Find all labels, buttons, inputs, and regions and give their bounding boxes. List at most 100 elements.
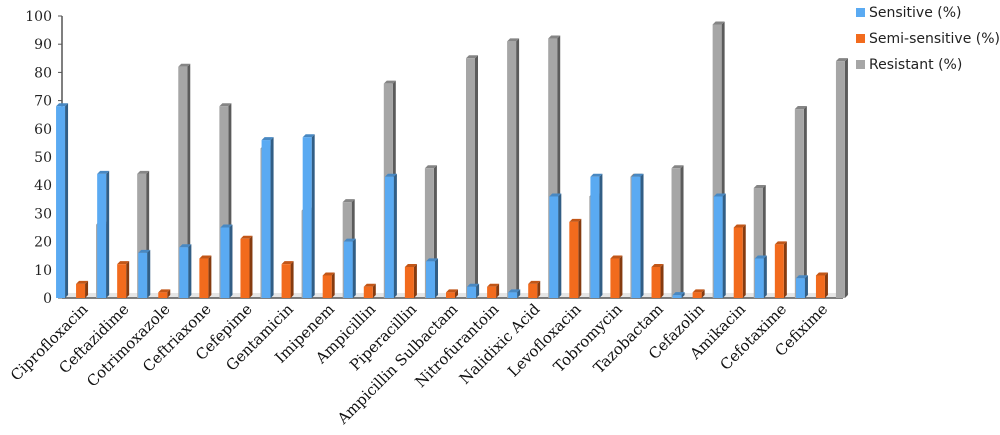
bar-side xyxy=(599,173,603,298)
bar xyxy=(178,63,191,299)
bar xyxy=(281,261,294,298)
bar-front xyxy=(712,24,722,299)
bar-side xyxy=(763,255,767,298)
bar xyxy=(774,241,787,298)
bar-side xyxy=(558,193,562,298)
bar-top xyxy=(610,255,623,259)
y-tick-label: 100 xyxy=(25,9,52,25)
bar xyxy=(610,255,623,298)
bar-side xyxy=(640,173,644,298)
bar-front xyxy=(507,41,517,298)
bar xyxy=(97,170,110,298)
bar-front xyxy=(795,278,805,298)
bar-top xyxy=(302,134,315,138)
bar xyxy=(569,218,582,298)
bar-front xyxy=(549,196,559,298)
bar xyxy=(507,38,520,298)
bar-side xyxy=(393,173,397,298)
bar xyxy=(631,173,644,298)
bar-side xyxy=(85,280,89,298)
bar-side xyxy=(824,272,828,298)
legend-swatch xyxy=(856,8,865,17)
bar-top xyxy=(363,283,376,287)
bar-front xyxy=(220,227,230,298)
y-tick-label: 40 xyxy=(34,178,52,194)
bar-side xyxy=(844,58,848,299)
bar-front xyxy=(404,266,414,298)
bar-front xyxy=(384,176,394,298)
bar-top xyxy=(487,283,500,287)
bar-side xyxy=(147,249,151,298)
bar-side xyxy=(783,241,787,298)
bar-top xyxy=(97,170,110,174)
bar-side xyxy=(106,170,110,298)
bar-side xyxy=(331,272,335,298)
bar-side xyxy=(290,261,294,298)
bar-side xyxy=(229,224,233,298)
bar-top xyxy=(446,289,458,293)
bar-top xyxy=(528,280,541,284)
bar xyxy=(467,283,480,298)
bar xyxy=(56,103,69,299)
bar-side xyxy=(65,103,69,299)
bar-front xyxy=(302,137,312,298)
bar xyxy=(446,289,458,298)
bar-front xyxy=(158,292,168,298)
bar-side xyxy=(208,255,212,298)
bar xyxy=(671,165,684,298)
bar xyxy=(794,106,807,298)
bar-side xyxy=(167,289,171,298)
bar-side xyxy=(413,263,417,298)
bar-top xyxy=(426,258,438,262)
bar-top xyxy=(179,244,192,248)
bar-top xyxy=(671,165,684,169)
legend-label: Resistant (%) xyxy=(869,57,962,73)
bar-top xyxy=(158,289,171,293)
bar xyxy=(220,224,233,298)
bar xyxy=(672,292,685,298)
bar xyxy=(466,55,478,298)
bar-front xyxy=(76,283,86,298)
bar-front xyxy=(774,244,784,298)
legend: Sensitive (%) Semi-sensitive (%) Resistant… xyxy=(856,5,1000,73)
bar-top xyxy=(692,289,705,293)
bar-front xyxy=(671,168,681,298)
y-tick-label: 50 xyxy=(34,150,52,166)
bar xyxy=(815,272,828,298)
bar-top xyxy=(322,272,335,276)
bar-side xyxy=(476,283,480,298)
bar-top xyxy=(261,137,274,141)
bar-front xyxy=(487,286,497,298)
bar xyxy=(384,173,397,298)
bar-front xyxy=(733,227,743,298)
bar-top xyxy=(507,38,520,42)
bar-front xyxy=(240,238,250,298)
bar-side xyxy=(681,292,685,298)
bar xyxy=(261,137,274,298)
bar-top xyxy=(138,249,151,253)
y-tick-label: 20 xyxy=(34,235,52,251)
bar-top xyxy=(754,255,767,259)
bar-front xyxy=(754,258,764,298)
bar-front xyxy=(56,106,66,299)
bar-side xyxy=(435,258,438,298)
bar-top xyxy=(549,193,562,197)
bar-top xyxy=(240,235,253,239)
bar-front xyxy=(835,61,845,299)
legend-swatch xyxy=(856,34,865,43)
bar xyxy=(692,289,705,298)
bar-top xyxy=(815,272,828,276)
bar xyxy=(76,280,89,298)
bar-top xyxy=(835,58,848,62)
bar-front xyxy=(178,66,188,298)
bar-side xyxy=(496,283,500,298)
bar-top xyxy=(76,280,89,284)
bar-front xyxy=(569,221,579,298)
bar-side xyxy=(660,263,664,298)
bar xyxy=(322,272,335,298)
bar-side xyxy=(803,106,807,298)
y-tick-label: 70 xyxy=(34,94,52,110)
bar-side xyxy=(680,165,684,298)
bar-front xyxy=(548,38,558,299)
